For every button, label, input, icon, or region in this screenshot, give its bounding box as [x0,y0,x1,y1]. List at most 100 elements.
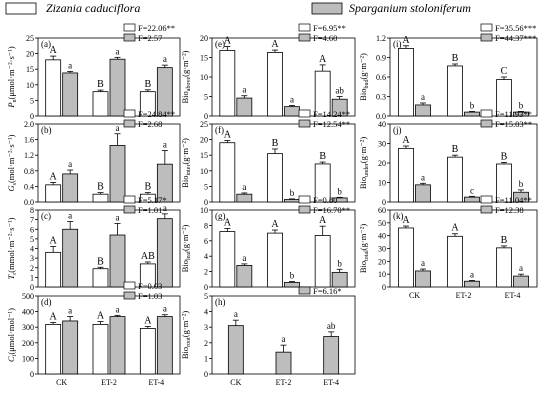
y-tick-label: 0 [30,112,34,121]
y-tick-label: 8 [30,206,34,215]
bar [464,111,480,117]
significance-letter: b [519,100,524,110]
bar [45,184,62,203]
panel-e: 0 5 10 15 20 Bioabove(g·m⁻²) A A Aa a ab (e) F=6.95*… [180,23,356,121]
significance-letter: A [50,172,58,183]
significance-letter: a [242,85,246,95]
y-tick-label: 4 [204,252,208,261]
significance-letter: a [163,203,167,213]
stat-swatch [298,33,311,42]
x-tick-label: ET-4 [148,378,164,387]
panel-label: (h) [215,297,226,307]
stat-swatch [123,33,136,42]
significance-letter: A [319,54,327,65]
bar [109,316,126,375]
significance-letter: a [163,140,167,150]
y-tick-label: 30 [378,245,386,254]
panel-a: 0 5 10 15 20 25 Pn(μmol·m⁻²·s⁻¹) A B Ba a a (a) F=22.… [6,23,181,121]
stat-label: F=16.70** [313,205,350,215]
significance-letter: a [163,304,167,314]
significance-letter: a [290,94,294,104]
y-tick-label: 10 [26,81,34,90]
stat-swatch [298,195,311,204]
significance-letter: a [116,212,120,222]
y-tick-label: 200 [22,339,34,348]
panel-label: (e) [215,39,225,49]
y-tick-label: 1 [204,354,208,363]
stat-label: F=5.17* [138,195,167,205]
y-tick-label: 0 [30,283,34,292]
stat-label: F=2.68 [138,119,162,129]
significance-letter: A [402,35,410,46]
significance-letter: a [421,92,425,102]
stat-label: F=15.03** [495,119,532,129]
y-tick-label: 4 [204,308,208,317]
stat-label: F=12.38 [495,205,524,215]
bar [415,104,431,117]
y-tick-label: 40 [378,232,386,241]
y-axis-label: Biounder(g·m⁻²) [358,137,370,190]
panel-label: (c) [41,211,51,221]
significance-letter: a [519,263,523,273]
bar [109,58,126,117]
y-tick-label: 0.8 [24,167,34,176]
y-axis-label: Pn(μmol·m⁻²·s⁻¹) [6,46,18,108]
stat-swatch [298,286,311,295]
stat-label: F=35.56*** [495,23,536,33]
significance-letter: A [271,39,279,50]
significance-letter: A [224,130,232,141]
significance-letter: a [470,269,474,279]
significance-letter: a [163,54,167,64]
significance-letter: A [402,135,410,146]
significance-letter: B [452,53,459,64]
significance-letter: B [501,235,508,246]
bar [109,234,126,288]
plot-frame [37,295,181,375]
stat-swatch [480,205,493,214]
bar [139,328,156,375]
y-axis-label: Ci(μmol·mol⁻¹) [6,308,18,362]
y-tick-label: 10 [200,206,208,215]
significance-letter: a [242,182,246,192]
bar [156,316,173,375]
y-tick-label: 50 [378,219,386,228]
y-tick-label: 0.9 [376,54,386,63]
stat-swatch [123,281,136,290]
y-tick-label: 15 [200,54,208,63]
plot-frame [211,123,356,203]
bar [219,142,236,203]
stat-label: F=12.54** [313,119,350,129]
significance-letter: a [68,60,72,70]
stat-swatch [123,291,136,300]
bar [447,235,463,288]
panel-label: (g) [215,211,226,221]
y-tick-label: 20 [378,257,386,266]
stat-label: F=4.60 [313,33,337,43]
y-tick-label: 20 [378,159,386,168]
y-tick-label: 5 [30,96,34,105]
significance-letter: b [290,271,295,281]
stat-swatch [298,109,311,118]
significance-letter: a [116,304,120,314]
significance-letter: b [470,100,475,110]
significance-letter: b [519,179,524,189]
x-tick-label: CK [56,378,67,387]
stat-swatch [298,23,311,32]
y-tick-label: 20 [200,136,208,145]
bar [284,199,300,203]
panel-label: (b) [41,125,52,135]
significance-letter: A [271,219,279,230]
bar [45,59,62,117]
y-tick-label: 2 [204,268,208,277]
legend-label-zizania: Zizania caduciflora [46,1,140,15]
bar [92,268,109,288]
significance-letter: b [337,186,342,196]
significance-letter: B [272,138,279,149]
y-tick-label: 10 [200,73,208,82]
significance-letter: A [224,217,232,228]
significance-letter: B [144,79,151,90]
y-axis-label: Bioleaf(g·m⁻²) [180,224,192,272]
y-axis-label: Bioroot(g·m⁻²) [180,311,192,360]
y-tick-label: 0 [382,283,386,292]
plot-frame [211,209,356,288]
